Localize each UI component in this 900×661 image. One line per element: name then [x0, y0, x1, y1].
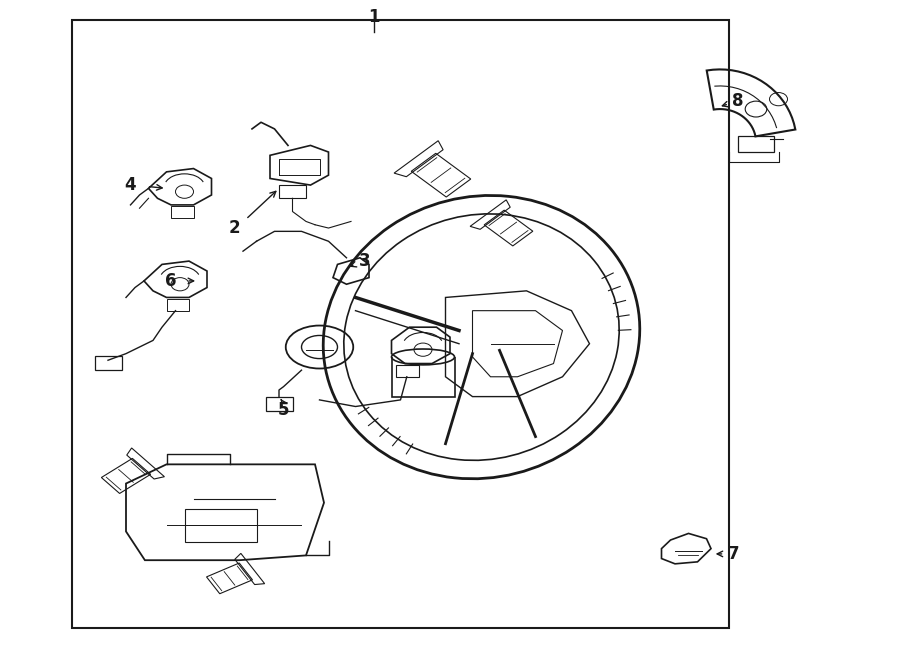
Bar — [266, 397, 292, 411]
Bar — [94, 356, 122, 370]
Bar — [171, 206, 194, 218]
Text: 2: 2 — [229, 219, 239, 237]
Text: 4: 4 — [125, 176, 136, 194]
Text: 3: 3 — [359, 252, 370, 270]
Bar — [166, 299, 189, 311]
Bar — [184, 509, 256, 542]
Bar — [738, 136, 774, 152]
Text: 5: 5 — [278, 401, 289, 419]
Text: 6: 6 — [166, 272, 176, 290]
Text: 1: 1 — [368, 7, 379, 26]
Bar — [72, 20, 729, 628]
Text: 8: 8 — [733, 92, 743, 110]
Text: 7: 7 — [728, 545, 739, 563]
Bar — [396, 365, 418, 377]
